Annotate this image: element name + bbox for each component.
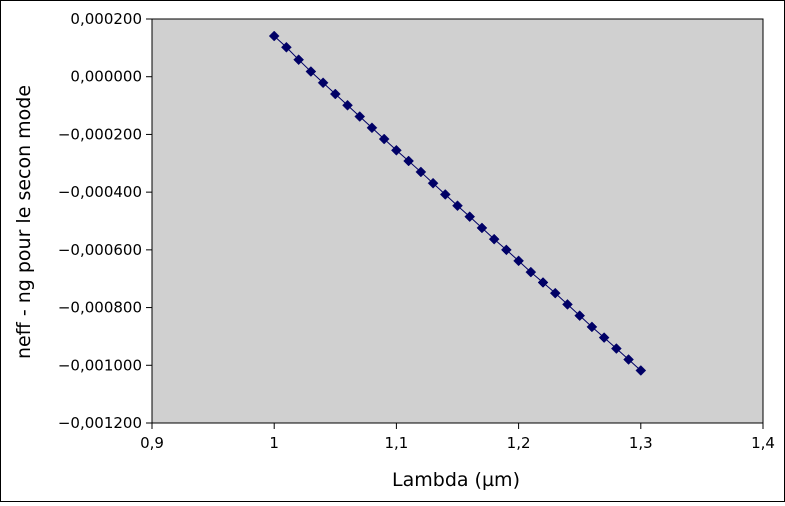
data-point — [342, 99, 353, 111]
data-point — [501, 244, 512, 256]
data-point — [513, 255, 524, 267]
y-tick-label: −0,000400 — [58, 183, 142, 201]
y-tick-label: 0,000000 — [70, 68, 142, 86]
y-axis-title: neff - ng pour le secon mode — [13, 85, 35, 359]
data-point — [329, 88, 341, 100]
y-tick-label: −0,001000 — [58, 356, 142, 374]
x-tick-label: 0,9 — [140, 434, 164, 452]
y-tick-label: −0,000200 — [58, 125, 142, 143]
data-point — [268, 30, 280, 42]
data-point — [525, 266, 537, 278]
data-point — [439, 189, 451, 200]
data-point — [549, 287, 561, 299]
plot-area — [151, 18, 764, 424]
y-axis: 0,000200 0,000000 −0,000200 −0,000400 −0,000… — [58, 10, 152, 432]
x-tick-label: 1,2 — [507, 434, 531, 452]
data-point — [378, 133, 390, 145]
y-tick-label: −0,000600 — [58, 241, 142, 259]
data-point — [598, 332, 610, 343]
data-point — [415, 166, 427, 178]
data-point — [403, 155, 414, 167]
y-tick-label: 0,000200 — [70, 10, 142, 28]
x-axis: 0,9 1 1,1 1,2 1,3 1,4 — [140, 423, 775, 452]
data-point — [586, 321, 598, 333]
x-tick-label: 1,1 — [384, 434, 408, 452]
x-tick-label: 1,4 — [751, 434, 775, 452]
data-point — [574, 310, 586, 322]
data-point — [635, 365, 647, 376]
data-point — [488, 233, 500, 245]
data-point — [452, 200, 463, 212]
data-series — [268, 30, 647, 376]
data-point — [611, 343, 622, 354]
data-point — [537, 277, 549, 288]
data-point — [317, 77, 329, 89]
data-point — [476, 222, 488, 234]
data-point — [281, 41, 292, 53]
data-point — [293, 54, 304, 66]
data-point — [391, 144, 402, 156]
x-axis-title: Lambda (µm) — [392, 469, 520, 491]
data-point — [464, 211, 476, 223]
x-tick-label: 1 — [269, 434, 279, 452]
y-tick-label: −0,001200 — [58, 414, 142, 432]
data-point — [366, 122, 378, 134]
data-point — [562, 299, 573, 310]
data-point — [354, 111, 366, 122]
data-point — [305, 66, 317, 77]
y-tick-label: −0,000800 — [58, 299, 142, 317]
data-point — [623, 354, 634, 365]
x-tick-label: 1,3 — [629, 434, 653, 452]
data-point — [427, 177, 439, 189]
